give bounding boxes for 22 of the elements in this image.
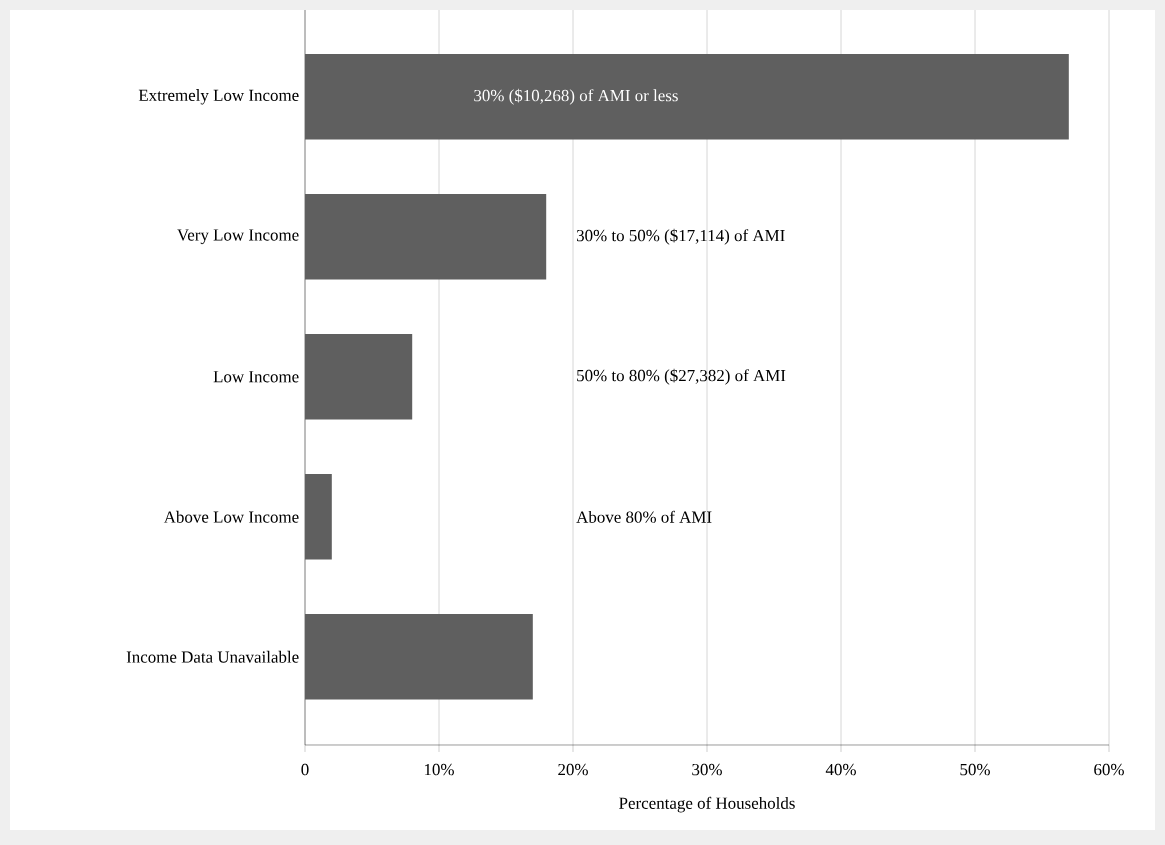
annotation: 50% to 80% ($27,382) of AMI <box>577 368 786 385</box>
x-tick-label: 40% <box>825 763 856 776</box>
bar <box>305 474 332 560</box>
x-tick-label: 50% <box>960 763 990 776</box>
annotation: 30% to 50% ($17,114) of AMI <box>576 228 785 245</box>
bar <box>305 54 1069 140</box>
y-tick-label: Extremely Low Income <box>138 89 299 105</box>
bar <box>305 194 547 280</box>
x-axis-title: Percentage of Households <box>619 796 795 813</box>
annotation: Above 80% of AMI <box>576 510 712 523</box>
bar <box>305 334 413 420</box>
x-tick-label: 10% <box>424 763 454 776</box>
bar <box>305 614 533 700</box>
x-tick-label: 20% <box>558 763 588 776</box>
x-tick-label: 60% <box>1094 763 1124 776</box>
x-tick-label: 0 <box>301 763 309 776</box>
y-tick-label: Low Income <box>213 371 299 383</box>
y-tick-label: Income Data Unavailable <box>126 650 299 663</box>
x-tick-label: 30% <box>692 763 722 776</box>
y-tick-label: Very Low Income <box>177 229 299 245</box>
y-tick-label: Above Low Income <box>163 510 299 523</box>
annotation: 30% ($10,268) of AMI or less <box>474 88 678 105</box>
